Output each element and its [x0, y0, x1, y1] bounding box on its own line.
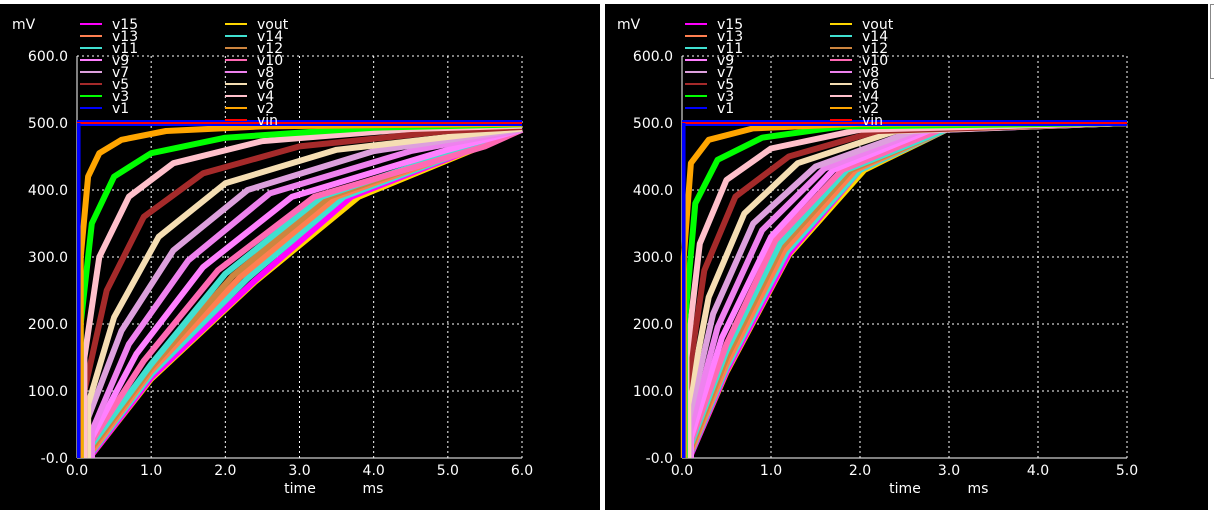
x-tick-label: 5.0	[437, 463, 459, 479]
series-fill-v1	[682, 123, 686, 458]
y-tick-label: 300.0	[28, 250, 68, 266]
left-waveform-chart: mV -0.0 100.0 200.0 300.0 400.0 500.0 600.0 0.0 1…	[12, 17, 533, 497]
legend-label-v1: v1	[112, 101, 129, 117]
legend-label-v8: v8	[257, 65, 274, 81]
series-line-v5	[81, 124, 523, 458]
y-tick-label: 200.0	[633, 317, 673, 333]
y-unit-label: mV	[617, 17, 641, 33]
legend-label-v9: v9	[717, 53, 734, 69]
series-line-v2	[77, 120, 523, 458]
series-line-v8	[88, 126, 523, 458]
legend-label-v11: v11	[112, 41, 138, 57]
legend-label-vin: vin	[257, 113, 278, 129]
y-tick-label: 500.0	[28, 116, 68, 132]
legend-label-v8: v8	[862, 65, 879, 81]
x-tick-label: 0.0	[66, 463, 88, 479]
legend-label-v11: v11	[717, 41, 743, 57]
legend-label-v14: v14	[862, 29, 888, 45]
legend-label-v9: v9	[112, 53, 129, 69]
x-tick-label: 0.0	[671, 463, 693, 479]
x-tick-label: 6.0	[511, 463, 533, 479]
legend-label-v15: v15	[717, 17, 743, 33]
y-tick-label: -0.0	[646, 451, 673, 467]
y-tick-label: 300.0	[633, 250, 673, 266]
left-waveform-panel: mV -0.0 100.0 200.0 300.0 400.0 500.0 600.0 0.0 1…	[0, 4, 600, 510]
x-tick-label: 2.0	[849, 463, 871, 479]
y-tick-label: 100.0	[28, 384, 68, 400]
legend-label-v4: v4	[257, 89, 274, 105]
legend-label-v7: v7	[717, 65, 734, 81]
x-unit-label: ms	[968, 481, 989, 497]
legend-label-v6: v6	[862, 77, 879, 93]
y-tick-label: 400.0	[28, 183, 68, 199]
legend-label-v3: v3	[717, 89, 734, 105]
y-tick-label: 600.0	[633, 49, 673, 65]
series-line-v11	[687, 120, 1128, 458]
legend-label-v4: v4	[862, 89, 879, 105]
legend-label-vout: vout	[257, 17, 289, 33]
legend-label-v13: v13	[717, 29, 743, 45]
y-tick-label: -0.0	[41, 451, 68, 467]
legend-label-v12: v12	[257, 41, 283, 57]
x-tick-label: 5.0	[1116, 463, 1138, 479]
legend-label-vout: vout	[862, 17, 894, 33]
y-tick-label: 500.0	[633, 116, 673, 132]
legend-label-v5: v5	[112, 77, 129, 93]
right-waveform-panel: mV -0.0 100.0 200.0 300.0 400.0 500.0 600.0 0.0 1…	[605, 4, 1208, 510]
legend-label-v10: v10	[257, 53, 283, 69]
right-waveform-chart: mV -0.0 100.0 200.0 300.0 400.0 500.0 600.0 0.0 1…	[617, 17, 1138, 497]
x-unit-label: ms	[363, 481, 384, 497]
legend-label-v3: v3	[112, 89, 129, 105]
x-tick-label: 4.0	[1027, 463, 1049, 479]
legend-label-v1: v1	[717, 101, 734, 117]
x-axis-label: time	[889, 481, 921, 497]
x-tick-label: 3.0	[938, 463, 960, 479]
x-axis-label: time	[284, 481, 316, 497]
x-tick-label: 3.0	[288, 463, 310, 479]
legend-label-v7: v7	[112, 65, 129, 81]
y-unit-label: mV	[12, 17, 36, 33]
series-line-v4	[81, 122, 523, 458]
series-line-v6	[85, 125, 523, 458]
window-edge	[1210, 4, 1214, 79]
legend-label-v13: v13	[112, 29, 138, 45]
x-tick-label: 1.0	[760, 463, 782, 479]
y-tick-label: 600.0	[28, 49, 68, 65]
legend-label-v5: v5	[717, 77, 734, 93]
x-tick-label: 2.0	[214, 463, 236, 479]
legend-label-v6: v6	[257, 77, 274, 93]
y-tick-label: 400.0	[633, 183, 673, 199]
legend-label-v12: v12	[862, 41, 888, 57]
x-tick-label: 1.0	[140, 463, 162, 479]
legend-label-v15: v15	[112, 17, 138, 33]
legend-label-v2: v2	[862, 101, 879, 117]
y-tick-label: 200.0	[28, 317, 68, 333]
series-fill-v1	[77, 123, 81, 458]
legend-label-v2: v2	[257, 101, 274, 117]
legend-label-v10: v10	[862, 53, 888, 69]
legend-label-v14: v14	[257, 29, 283, 45]
x-tick-label: 4.0	[363, 463, 385, 479]
legend-label-vin: vin	[862, 113, 883, 129]
y-tick-label: 100.0	[633, 384, 673, 400]
